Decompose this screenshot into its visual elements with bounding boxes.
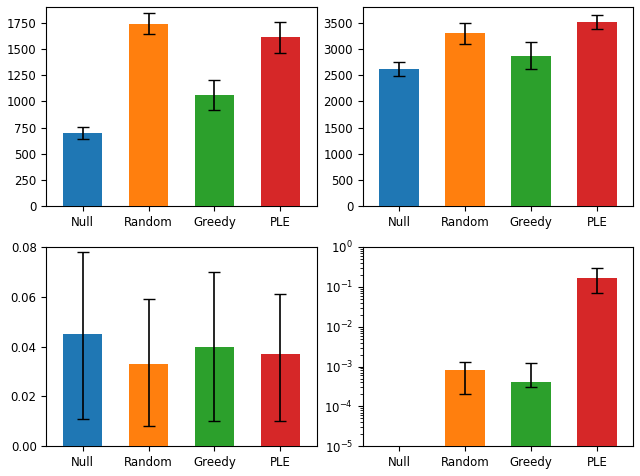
Bar: [195, 347, 234, 446]
Bar: [63, 334, 102, 446]
Bar: [260, 354, 300, 446]
Bar: [511, 56, 550, 206]
Bar: [63, 133, 102, 206]
Bar: [445, 33, 484, 206]
Bar: [380, 455, 419, 476]
Bar: [260, 38, 300, 206]
Bar: [577, 278, 616, 476]
Bar: [511, 382, 550, 476]
Bar: [129, 364, 168, 446]
Bar: [380, 69, 419, 206]
Bar: [445, 370, 484, 476]
Bar: [195, 95, 234, 206]
Bar: [129, 24, 168, 206]
Bar: [577, 22, 616, 206]
